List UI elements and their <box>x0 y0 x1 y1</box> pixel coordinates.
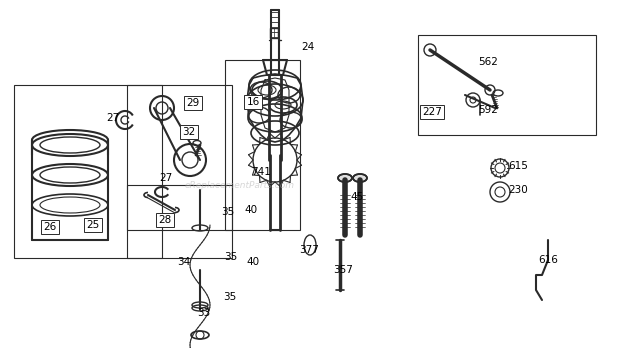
Text: 616: 616 <box>538 255 558 265</box>
Text: 29: 29 <box>187 98 200 108</box>
Text: 357: 357 <box>333 265 353 275</box>
Bar <box>418 35 596 135</box>
Text: eReplacementParts.com: eReplacementParts.com <box>185 181 295 190</box>
Text: 35: 35 <box>224 252 237 262</box>
Bar <box>127 185 232 258</box>
Text: 40: 40 <box>244 205 257 215</box>
Text: 615: 615 <box>508 161 528 171</box>
Bar <box>270 28 278 38</box>
Text: 34: 34 <box>177 257 190 267</box>
Text: 32: 32 <box>182 127 196 137</box>
Text: 230: 230 <box>508 185 528 195</box>
Text: 27: 27 <box>159 173 172 183</box>
Text: 25: 25 <box>86 220 100 230</box>
Text: 741: 741 <box>251 167 271 177</box>
Text: 592: 592 <box>478 105 498 115</box>
Text: 24: 24 <box>301 42 314 52</box>
Text: 45: 45 <box>350 192 363 202</box>
Text: 26: 26 <box>43 222 56 232</box>
Text: 28: 28 <box>158 215 172 225</box>
Bar <box>14 85 162 258</box>
Text: 35: 35 <box>223 292 237 302</box>
Text: 562: 562 <box>478 57 498 67</box>
Bar <box>127 85 232 230</box>
Text: 27: 27 <box>107 113 120 123</box>
Text: 377: 377 <box>299 245 319 255</box>
Text: 33: 33 <box>197 308 211 318</box>
Text: 40: 40 <box>246 257 260 267</box>
Text: 16: 16 <box>246 97 260 107</box>
Ellipse shape <box>353 174 367 182</box>
Bar <box>225 60 300 230</box>
Ellipse shape <box>338 174 352 182</box>
Text: 227: 227 <box>422 107 442 117</box>
Text: 35: 35 <box>221 207 234 217</box>
